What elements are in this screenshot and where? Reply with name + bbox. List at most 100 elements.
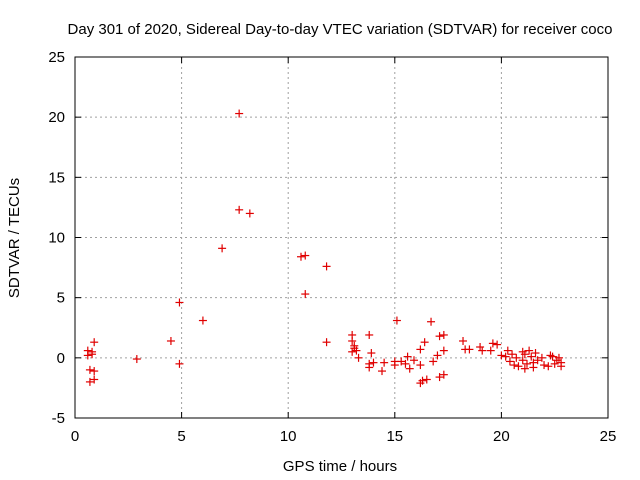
x-axis-label: GPS time / hours <box>283 458 397 475</box>
y-tick-label: 20 <box>48 109 65 126</box>
data-point-marker <box>527 352 536 361</box>
data-point-marker <box>365 330 374 339</box>
data-point-marker <box>427 317 436 326</box>
data-point-marker <box>531 349 540 358</box>
data-point-marker <box>301 251 310 260</box>
x-tick-label: 15 <box>386 428 403 445</box>
y-tick-label: 10 <box>48 230 65 247</box>
data-point-marker <box>520 350 529 359</box>
data-point-marker <box>88 347 97 356</box>
data-point-marker <box>369 358 378 367</box>
data-point-marker <box>503 346 512 355</box>
x-tick-label: 25 <box>600 428 617 445</box>
axis-ticks: 0 5 10 15 20 25 -5 0 5 10 15 20 25 <box>48 49 616 445</box>
data-point-marker <box>235 109 244 118</box>
data-point-marker <box>493 340 502 349</box>
data-point-marker <box>522 359 531 368</box>
x-tick-label: 20 <box>493 428 510 445</box>
x-tick-label: 10 <box>280 428 297 445</box>
data-point-marker <box>422 375 431 384</box>
data-point-marker <box>514 362 523 371</box>
data-point-marker <box>175 359 184 368</box>
data-point-marker <box>546 351 555 360</box>
data-point-marker <box>301 290 310 299</box>
data-point-marker <box>478 346 487 355</box>
data-point-marker <box>348 336 357 345</box>
y-tick-label: 0 <box>57 350 65 367</box>
data-point-marker <box>166 336 175 345</box>
data-point-marker <box>520 364 529 373</box>
data-point-marker <box>85 377 94 386</box>
data-point-marker <box>392 316 401 325</box>
data-point-marker <box>510 361 519 370</box>
data-point-marker <box>486 346 495 355</box>
data-point-marker <box>488 339 497 348</box>
grid <box>75 57 608 418</box>
data-point-marker <box>90 375 99 384</box>
data-point-marker <box>403 352 412 361</box>
data-point-marker <box>365 363 374 372</box>
data-point-marker <box>439 330 448 339</box>
data-point-marker <box>435 373 444 382</box>
data-point-marker <box>548 352 557 361</box>
data-point-marker <box>508 350 517 359</box>
data-point-marker <box>352 346 361 355</box>
data-point-marker <box>465 345 474 354</box>
data-point-marker <box>497 351 506 360</box>
data-point-marker <box>476 343 485 352</box>
chart-title: Day 301 of 2020, Sidereal Day-to-day VTE… <box>68 21 613 38</box>
data-point-marker <box>518 356 527 365</box>
data-point-marker <box>198 316 207 325</box>
data-point-marker <box>416 361 425 370</box>
data-point-marker <box>544 362 553 371</box>
data-point-marker <box>378 367 387 376</box>
data-point-marker <box>512 353 521 362</box>
data-point-marker <box>245 209 254 218</box>
data-point-marker <box>459 336 468 345</box>
x-tick-label: 0 <box>71 428 79 445</box>
y-tick-label: 25 <box>48 49 65 66</box>
data-point-marker <box>439 346 448 355</box>
data-point-marker <box>429 357 438 366</box>
data-point-marker <box>83 351 92 360</box>
data-point-marker <box>505 357 514 366</box>
data-point-marker <box>433 351 442 360</box>
data-point-marker <box>348 347 357 356</box>
y-tick-label: 5 <box>57 290 65 307</box>
y-tick-label: -5 <box>52 410 65 427</box>
data-point-marker <box>533 356 542 365</box>
data-point-marker <box>235 205 244 214</box>
data-point-marker <box>354 353 363 362</box>
data-point-marker <box>416 345 425 354</box>
data-point-marker <box>296 252 305 261</box>
data-point-marker <box>397 357 406 366</box>
data-points <box>83 109 566 388</box>
data-point-marker <box>537 353 546 362</box>
data-point-marker <box>418 376 427 385</box>
data-point-marker <box>90 367 99 376</box>
data-point-marker <box>322 262 331 271</box>
data-point-marker <box>367 349 376 358</box>
data-point-marker <box>529 363 538 372</box>
x-tick-label: 5 <box>177 428 185 445</box>
data-point-marker <box>525 346 534 355</box>
data-point-marker <box>439 370 448 379</box>
y-axis-label: SDTVAR / TECUs <box>6 178 23 298</box>
data-point-marker <box>409 356 418 365</box>
data-point-marker <box>405 364 414 373</box>
data-point-marker <box>218 244 227 253</box>
data-point-marker <box>557 358 566 367</box>
data-point-marker <box>401 359 410 368</box>
data-point-marker <box>390 361 399 370</box>
data-point-marker <box>132 355 141 364</box>
data-point-marker <box>175 298 184 307</box>
data-point-marker <box>350 341 359 350</box>
data-point-marker <box>85 365 94 374</box>
data-point-marker <box>322 338 331 347</box>
data-point-marker <box>380 358 389 367</box>
data-point-marker <box>501 352 510 361</box>
data-point-marker <box>420 338 429 347</box>
data-point-marker <box>435 332 444 341</box>
data-point-marker <box>90 338 99 347</box>
